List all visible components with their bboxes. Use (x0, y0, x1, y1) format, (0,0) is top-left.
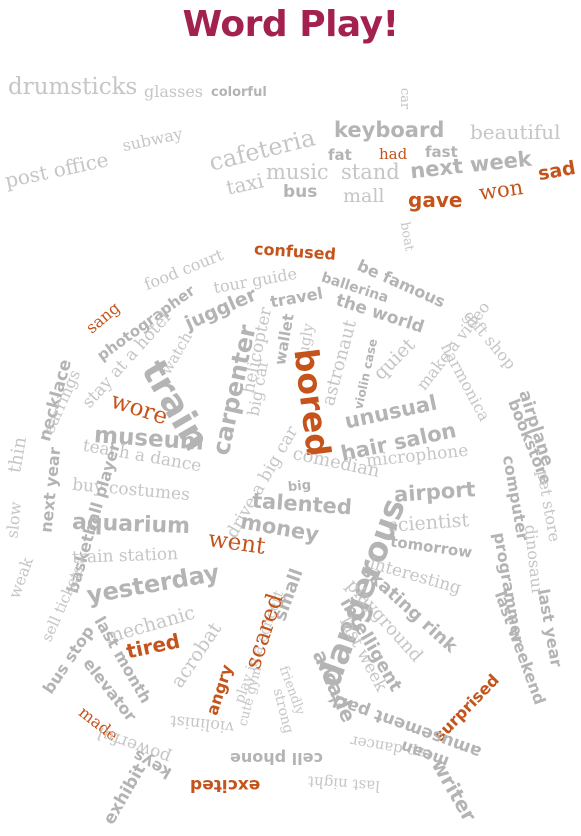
cloud-word: mall (343, 187, 385, 206)
cloud-word: taxi (224, 170, 265, 197)
cloud-word: music (266, 162, 329, 183)
cloud-word: thin (6, 436, 30, 475)
cloud-word: harmonica (438, 340, 493, 424)
cloud-word: won (478, 177, 525, 204)
cloud-word: gave (408, 190, 462, 210)
cloud-word: weak (6, 555, 36, 600)
cloud-word: train station (72, 546, 179, 567)
cloud-word: dinosaur (522, 524, 545, 596)
cloud-word: beautiful (470, 122, 561, 142)
cloud-word: last night (308, 774, 381, 794)
cloud-word: bus (283, 184, 317, 201)
cloud-word: boat (398, 221, 416, 252)
cloud-word: cell phone (230, 750, 323, 766)
cloud-word: slow (4, 501, 24, 539)
cloud-word: sad (537, 159, 577, 184)
cloud-word: tomorrow (389, 534, 473, 560)
cloud-word: subway (121, 126, 184, 154)
cloud-word: yesterday (85, 561, 221, 608)
cloud-word: aquarium (72, 512, 191, 538)
cloud-word: colorful (211, 86, 267, 99)
cloud-word: writer (428, 755, 479, 824)
cloud-word: airport (393, 479, 476, 506)
cloud-word: travel (269, 286, 324, 311)
cloud-word: violinist (169, 713, 234, 736)
cloud-word: next year (38, 447, 63, 534)
cloud-word: post office (3, 149, 110, 190)
cloud-word: went (207, 528, 267, 559)
cloud-word: car (398, 88, 411, 109)
cloud-word: confused (254, 241, 337, 263)
cloud-word: exhibit (101, 761, 149, 827)
cloud-word: last year (535, 588, 564, 669)
cloud-word: angry (204, 663, 235, 717)
cloud-word: glasses (144, 84, 203, 100)
cloud-word: scared (242, 591, 288, 672)
cloud-word: excited (190, 776, 260, 793)
cloud-word: stand (341, 162, 400, 183)
cloud-word: keyboard (334, 120, 444, 141)
cloud-word: drumsticks (8, 76, 137, 99)
cloud-word: sang (83, 300, 123, 337)
